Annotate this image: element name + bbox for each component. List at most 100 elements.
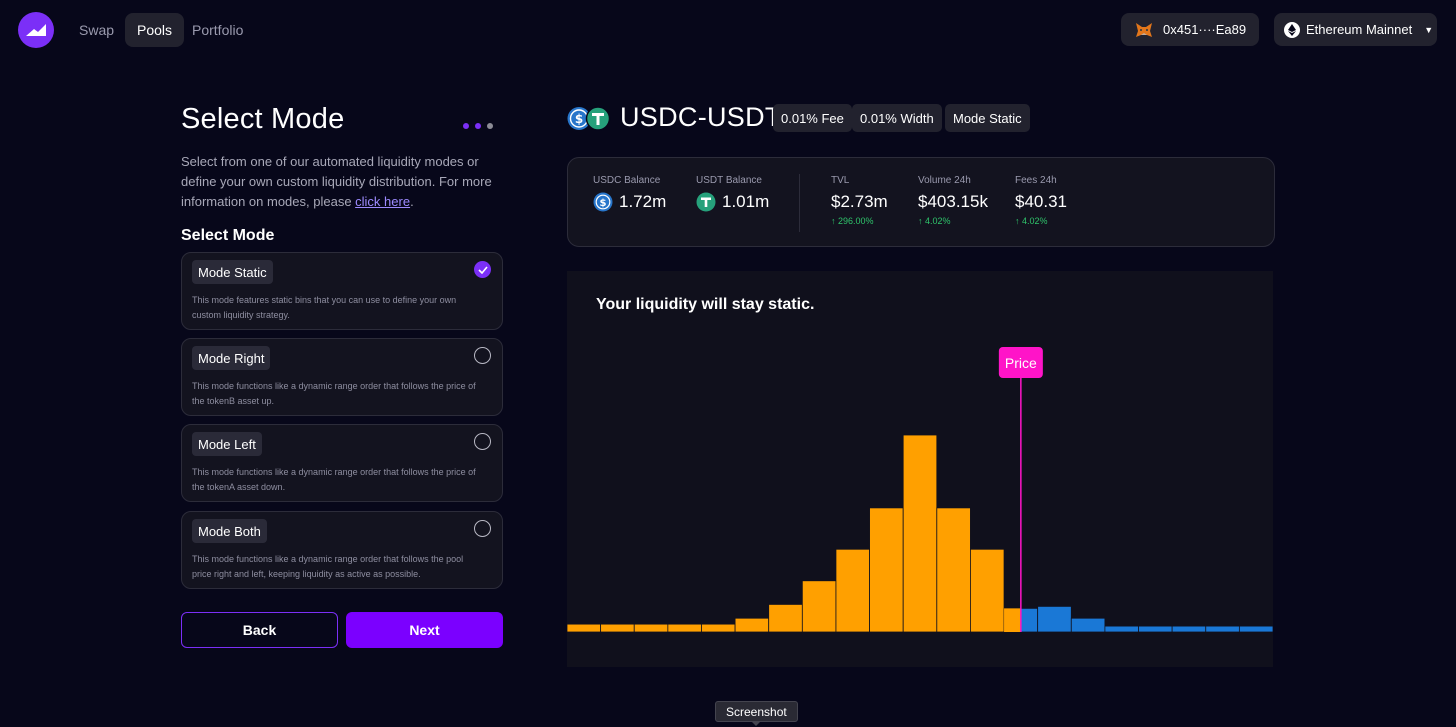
liquidity-bar xyxy=(1070,617,1106,633)
checkmark-icon xyxy=(477,265,488,274)
fees-stat: Fees 24h $40.31 ↑ 4.02% xyxy=(1015,175,1067,226)
liquidity-bar xyxy=(734,617,770,633)
step-dot xyxy=(463,123,469,129)
radio-unchecked[interactable] xyxy=(474,347,491,364)
mode-description: This mode features static bins that you … xyxy=(192,295,457,320)
mode-label: Mode Left xyxy=(192,432,262,456)
liquidity-bar xyxy=(633,623,669,633)
fees-change: ↑ 4.02% xyxy=(1015,216,1048,226)
tooltip: Screenshot xyxy=(715,701,798,722)
mode-section-heading: Select Mode xyxy=(181,227,275,244)
liquidity-chart: Your liquidity will stay static. Price xyxy=(567,271,1273,667)
nav-portfolio[interactable]: Portfolio xyxy=(192,22,244,38)
logo-mark-icon xyxy=(26,24,46,36)
wallet-button[interactable]: 0x451····Ea89 xyxy=(1121,13,1259,46)
fees-value: $40.31 xyxy=(1015,192,1067,211)
liquidity-bar xyxy=(1171,625,1207,633)
nav-swap[interactable]: Swap xyxy=(79,22,115,38)
nav-pools[interactable]: Pools xyxy=(125,13,185,47)
pair-title: USDC-USDT xyxy=(620,102,782,132)
width-badge: 0.01% Width xyxy=(852,104,942,132)
fee-badge: 0.01% Fee xyxy=(773,104,852,132)
network-selector[interactable]: Ethereum Mainnet ▼ xyxy=(1274,13,1437,46)
metamask-fox-icon xyxy=(1136,22,1152,37)
stat-label: Fees 24h xyxy=(1015,175,1057,186)
intro-end: . xyxy=(410,194,414,209)
mode-description: This mode functions like a dynamic range… xyxy=(192,554,464,579)
ethereum-icon xyxy=(1284,21,1300,38)
liquidity-bar xyxy=(600,623,635,633)
stats-divider xyxy=(799,174,800,232)
liquidity-bar xyxy=(1020,607,1039,633)
stat-value-row: 1.01m xyxy=(696,192,769,212)
chevron-down-icon: ▼ xyxy=(1424,24,1434,35)
volume-value: $403.15k xyxy=(918,192,988,211)
usdt-balance-stat: USDT Balance 1.01m xyxy=(696,175,769,212)
intro-body: Select from one of our automated liquidi… xyxy=(181,154,492,209)
usdc-icon: $ xyxy=(593,192,613,212)
click-here-link[interactable]: click here xyxy=(355,194,411,209)
mode-label: Mode Right xyxy=(192,346,271,370)
tvl-value: $2.73m xyxy=(831,192,888,211)
stat-value-row: $ 1.72m xyxy=(593,192,666,212)
step-dot xyxy=(475,123,481,129)
step-dot xyxy=(487,123,493,129)
mode-option-left[interactable]: Mode Left This mode functions like a dyn… xyxy=(181,424,503,502)
liquidity-bar xyxy=(970,548,1005,633)
liquidity-bar xyxy=(567,623,602,633)
usdc-balance-stat: USDC Balance $ 1.72m xyxy=(593,175,666,212)
mode-label: Mode Static xyxy=(192,260,273,284)
liquidity-bar xyxy=(1238,625,1273,633)
network-name: Ethereum Mainnet xyxy=(1306,22,1413,37)
tooltip-pointer xyxy=(751,721,761,726)
stat-label: USDT Balance xyxy=(696,175,762,186)
pool-stats-panel: USDC Balance $ 1.72m USDT Balance 1.01m … xyxy=(567,157,1275,247)
mode-description: This mode functions like a dynamic range… xyxy=(192,467,476,492)
liquidity-histogram: Price xyxy=(567,347,1273,633)
app-logo[interactable] xyxy=(18,12,54,48)
liquidity-bar xyxy=(667,623,702,633)
liquidity-bar xyxy=(1104,625,1139,633)
radio-unchecked[interactable] xyxy=(474,433,491,450)
liquidity-bar xyxy=(835,548,870,633)
tvl-stat: TVL $2.73m ↑ 296.00% xyxy=(831,175,888,226)
chart-caption: Your liquidity will stay static. xyxy=(596,296,815,313)
back-button[interactable]: Back xyxy=(181,612,338,648)
intro-text: Select from one of our automated liquidi… xyxy=(181,152,501,212)
pair-token-icons: $ xyxy=(567,106,611,131)
mode-option-right[interactable]: Mode Right This mode functions like a dy… xyxy=(181,338,503,416)
liquidity-bar xyxy=(902,434,938,633)
usdt-balance-value: 1.01m xyxy=(722,192,770,211)
svg-text:$: $ xyxy=(600,198,607,209)
radio-checked[interactable] xyxy=(474,261,491,278)
liquidity-bar xyxy=(1138,625,1173,633)
volume-change: ↑ 4.02% xyxy=(918,216,951,226)
page-title: Select Mode xyxy=(181,103,345,135)
volume-stat: Volume 24h $403.15k ↑ 4.02% xyxy=(918,175,988,226)
price-marker-label: Price xyxy=(1005,355,1037,371)
liquidity-bar xyxy=(1205,625,1240,633)
liquidity-bar xyxy=(1037,605,1072,633)
tvl-change: ↑ 296.00% xyxy=(831,216,874,226)
radio-unchecked[interactable] xyxy=(474,520,491,537)
liquidity-bar xyxy=(936,507,971,633)
liquidity-bar xyxy=(1004,608,1021,632)
wallet-address: 0x451····Ea89 xyxy=(1163,22,1247,37)
svg-text:$: $ xyxy=(575,112,583,126)
usdt-icon xyxy=(585,106,611,131)
price-marker-badge xyxy=(998,347,1043,378)
usdc-balance-value: 1.72m xyxy=(619,192,667,211)
stat-label: TVL xyxy=(831,175,850,186)
mode-label: Mode Both xyxy=(192,519,267,543)
mode-option-static[interactable]: Mode Static This mode features static bi… xyxy=(181,252,503,330)
liquidity-bar xyxy=(768,604,803,633)
liquidity-bar xyxy=(801,580,837,633)
mode-option-both[interactable]: Mode Both This mode functions like a dyn… xyxy=(181,511,503,589)
usdt-icon xyxy=(696,192,716,212)
step-indicator xyxy=(463,123,493,129)
mode-description: This mode functions like a dynamic range… xyxy=(192,381,476,406)
next-button[interactable]: Next xyxy=(346,612,503,648)
mode-badge: Mode Static xyxy=(945,104,1030,132)
liquidity-bar xyxy=(701,623,736,633)
liquidity-bar xyxy=(869,507,904,633)
